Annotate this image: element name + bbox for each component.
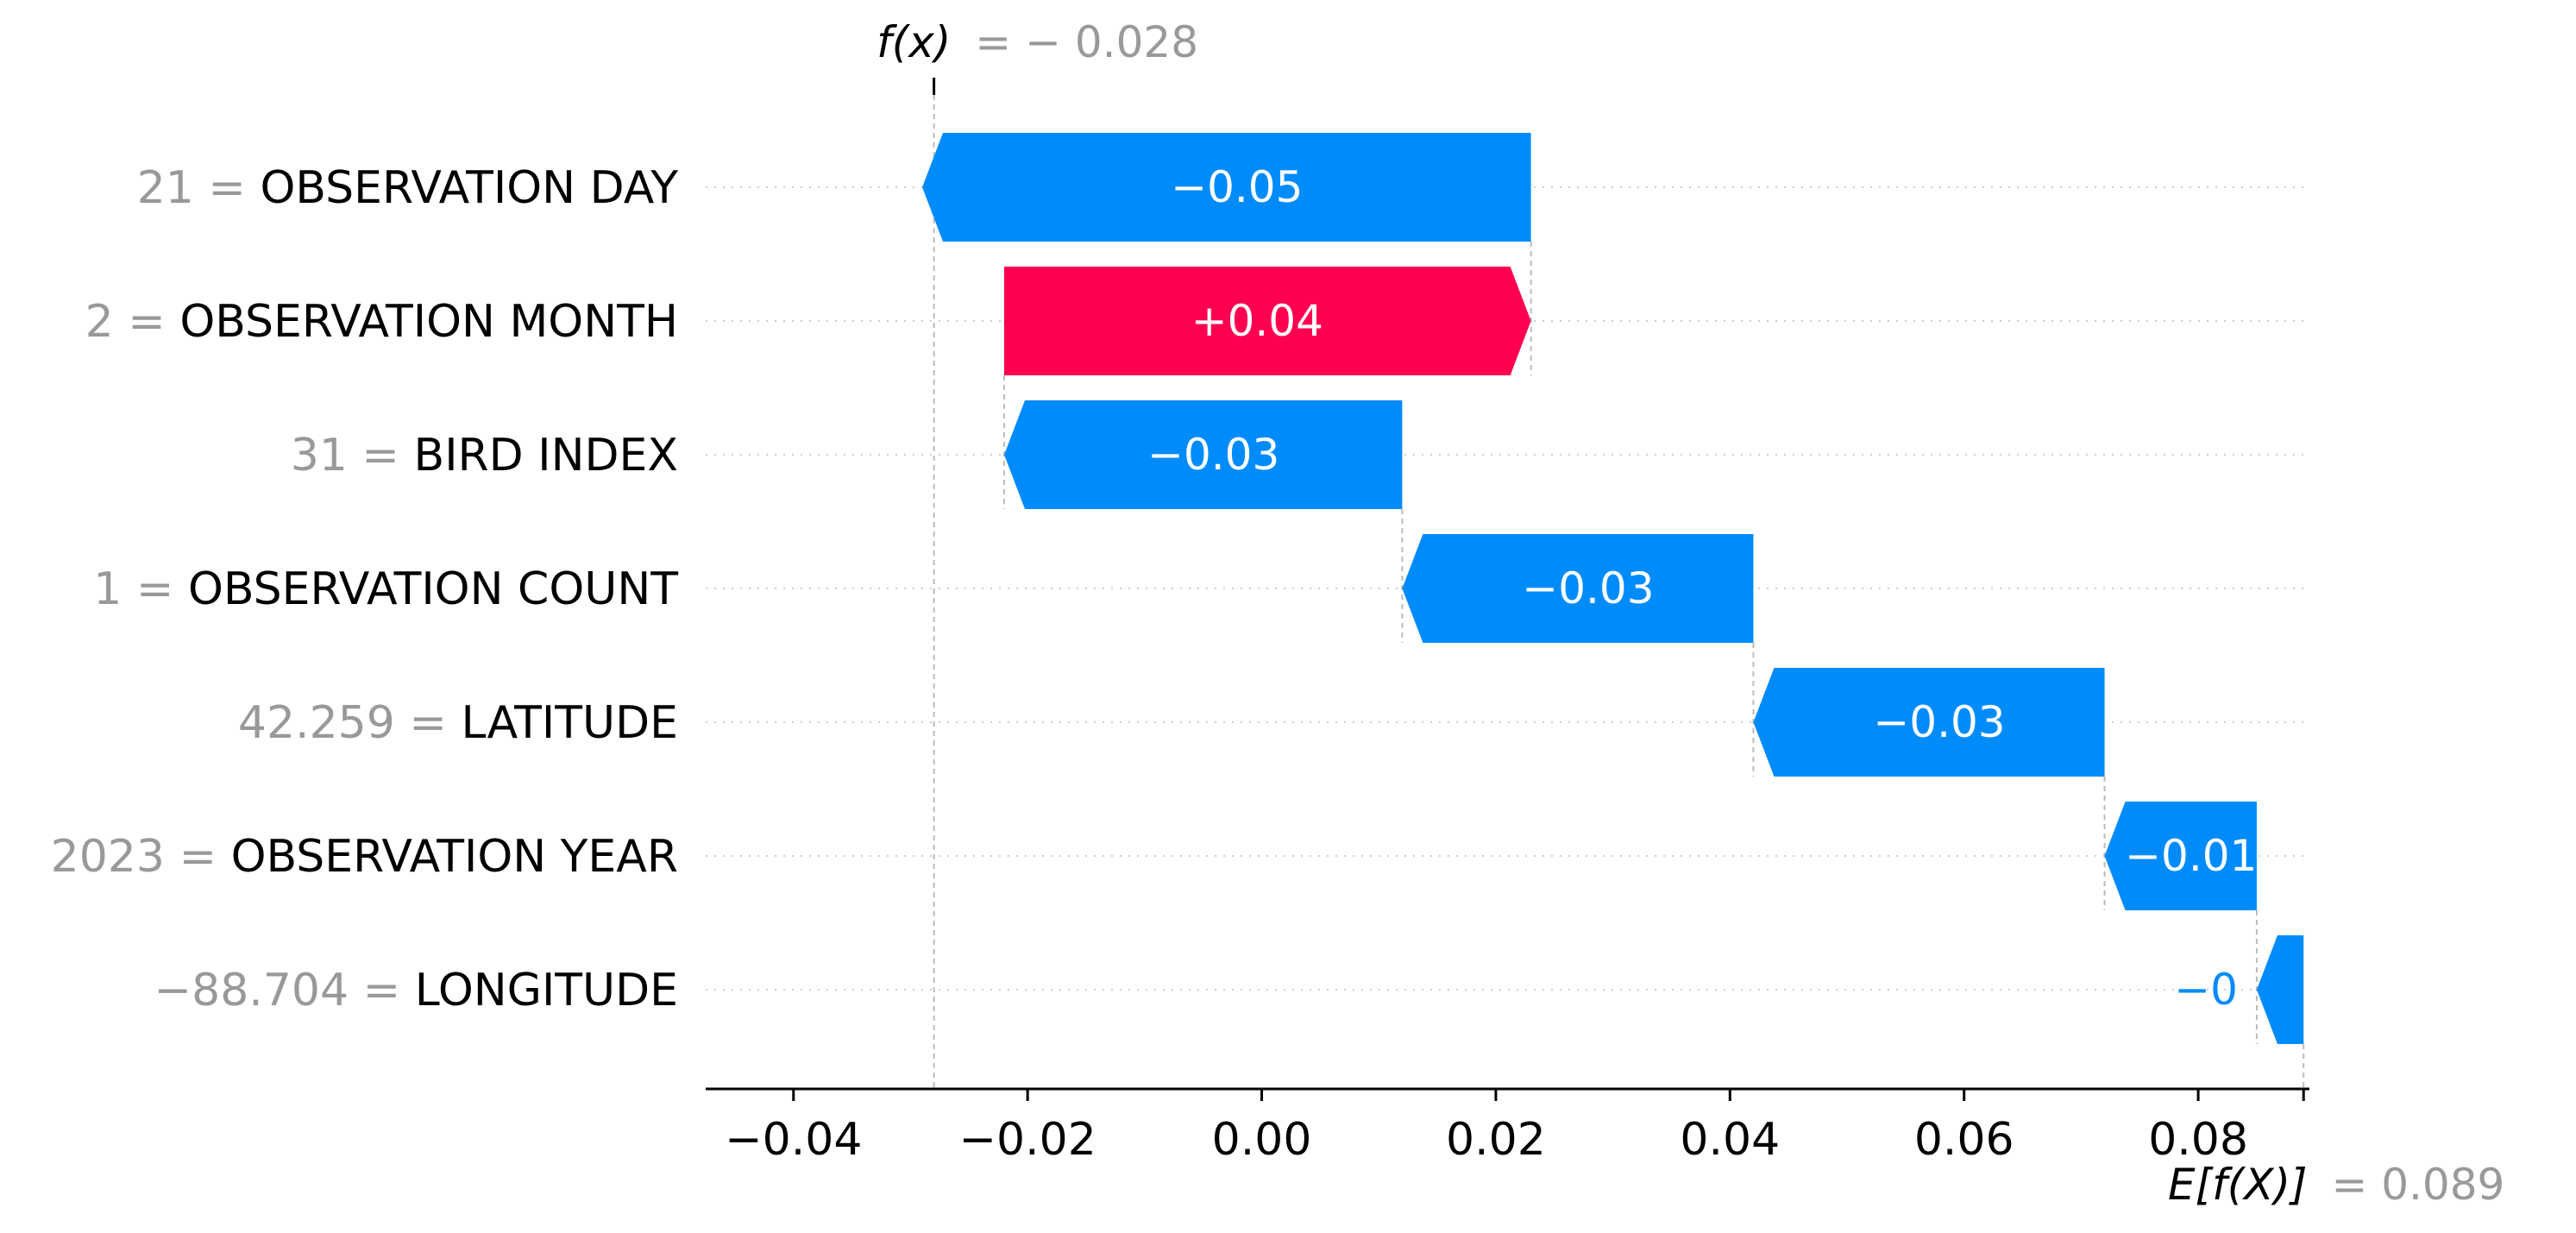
- connector-guides: [933, 95, 2305, 1089]
- bar-value-label: −0.03: [1873, 697, 2005, 747]
- output-value-name: f(x): [876, 17, 951, 67]
- bar-value-label: −0.05: [1171, 162, 1303, 212]
- base-value-label: E[f(X)] = 0.089: [2168, 1160, 2504, 1210]
- feature-label: 2 = OBSERVATION MONTH: [85, 296, 678, 348]
- x-tick-label: 0.06: [1914, 1114, 2014, 1166]
- negative-bar: [1753, 668, 2105, 777]
- bar-value-label: −0.01: [2125, 831, 2257, 881]
- output-value-text: = − 0.028: [975, 17, 1198, 67]
- feature-value: 42.259 =: [238, 697, 462, 749]
- annotations: f(x) = − 0.028 E[f(X)] = 0.089: [876, 17, 2504, 1210]
- feature-name: LATITUDE: [461, 697, 678, 749]
- negative-bar: [1402, 534, 1754, 643]
- x-tick-label: −0.04: [725, 1114, 862, 1166]
- feature-value: 21 =: [137, 162, 261, 214]
- bar-value-label: −0: [2174, 965, 2238, 1015]
- feature-label: 31 = BIRD INDEX: [291, 430, 678, 481]
- output-value-label: f(x) = − 0.028: [876, 17, 1198, 67]
- feature-label: −88.704 = LONGITUDE: [154, 965, 678, 1016]
- x-tick-label: −0.02: [958, 1114, 1096, 1166]
- feature-value: 1 =: [93, 563, 188, 615]
- feature-name: OBSERVATION YEAR: [231, 831, 678, 883]
- x-tick-label: 0.00: [1212, 1114, 1312, 1166]
- negative-bar: [2256, 935, 2304, 1044]
- feature-name: OBSERVATION DAY: [260, 162, 678, 214]
- negative-bar: [2104, 802, 2257, 910]
- positive-bar: [1004, 267, 1531, 375]
- bars: [922, 133, 2304, 1044]
- x-tick-label: 0.02: [1446, 1114, 1546, 1166]
- feature-label: 1 = OBSERVATION COUNT: [93, 563, 678, 615]
- feature-label: 21 = OBSERVATION DAY: [137, 162, 679, 214]
- negative-bar: [1004, 400, 1403, 509]
- base-value-name: E[f(X)]: [2168, 1160, 2307, 1210]
- feature-value: 2023 =: [51, 831, 231, 883]
- x-tick-label: 0.04: [1680, 1114, 1780, 1166]
- bar-value-label: −0.03: [1522, 563, 1654, 613]
- feature-value: 31 =: [291, 430, 414, 481]
- feature-labels: −0.05 21 = OBSERVATION DAY +0.04 2 = OBSERV…: [51, 162, 2258, 1016]
- x-tick-label: 0.08: [2148, 1114, 2248, 1166]
- feature-value: −88.704 =: [154, 965, 415, 1016]
- feature-name: OBSERVATION COUNT: [188, 563, 678, 615]
- feature-value: 2 =: [85, 296, 180, 348]
- negative-bar: [922, 133, 1531, 242]
- bar-value-label: −0.03: [1147, 430, 1279, 480]
- feature-name: LONGITUDE: [415, 965, 678, 1016]
- base-value-text: = 0.089: [2331, 1160, 2504, 1210]
- feature-name: OBSERVATION MONTH: [179, 296, 678, 348]
- feature-label: 42.259 = LATITUDE: [238, 697, 678, 749]
- bar-value-label: +0.04: [1191, 296, 1323, 346]
- feature-name: BIRD INDEX: [414, 430, 678, 481]
- feature-label: 2023 = OBSERVATION YEAR: [51, 831, 678, 883]
- x-axis: −0.04 −0.02 0.00 0.02 0.04 0.06 0.08: [706, 1087, 2309, 1166]
